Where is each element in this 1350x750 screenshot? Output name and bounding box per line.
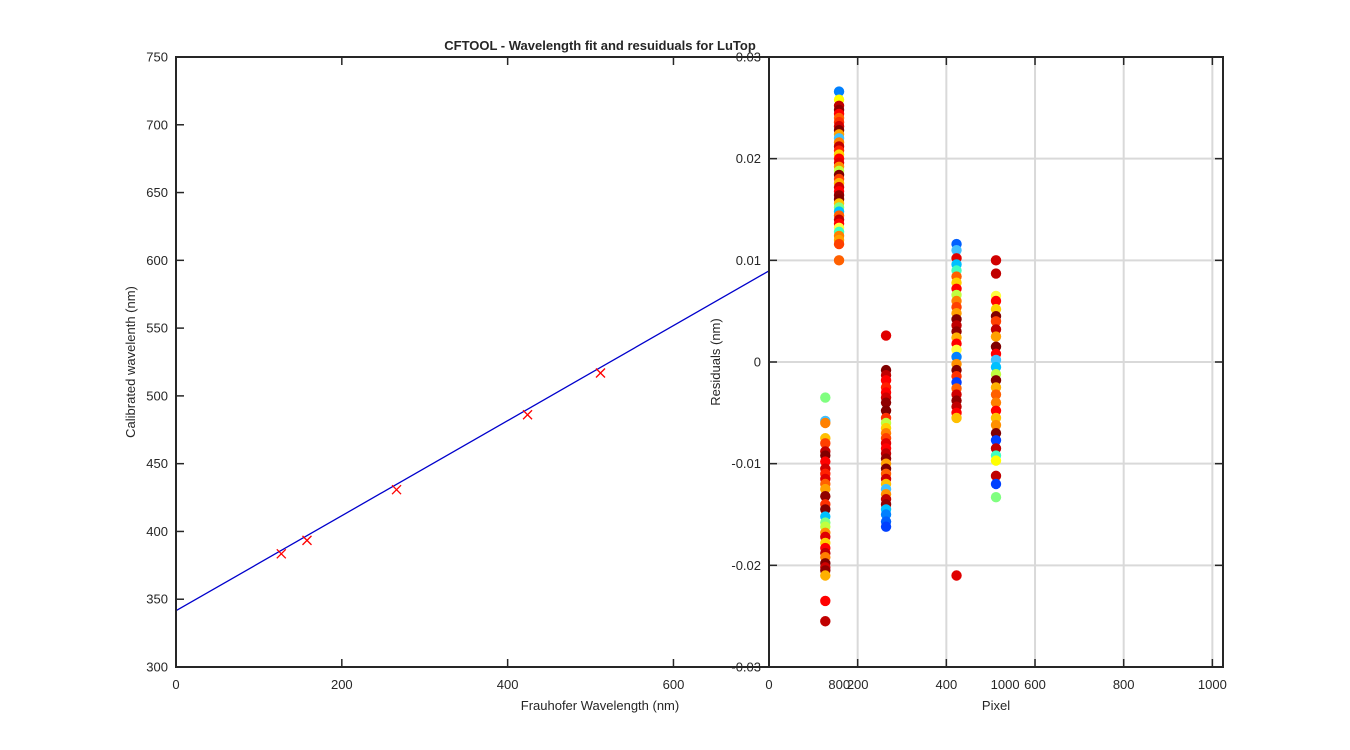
fit-y-tick-label: 600 — [146, 253, 168, 268]
residuals-axes: 0 200 400 600 800 1000 -0.03 -0.02 -0.01 0 0.01 0.0… — [708, 50, 1227, 714]
residual-point — [990, 268, 1002, 279]
residual-point — [990, 405, 1002, 416]
calibration-point-marker — [302, 535, 312, 546]
residuals-y-tick-label: 0.03 — [736, 50, 761, 65]
fit-y-tick-label: 500 — [146, 388, 168, 403]
residual-point — [990, 324, 1002, 335]
residuals-x-tick-label: 0 — [765, 677, 772, 692]
residuals-y-tick-label: 0.02 — [736, 151, 761, 166]
residual-point — [951, 344, 962, 355]
residual-point — [990, 478, 1002, 490]
residual-point — [990, 375, 1002, 386]
residuals-data-layer — [820, 86, 1002, 627]
residual-point — [951, 412, 962, 424]
residual-point — [880, 405, 892, 416]
residual-point — [880, 397, 892, 408]
residual-point — [990, 316, 1002, 327]
residuals-x-axis-label: Pixel — [982, 698, 1010, 713]
fit-x-tick-label: 200 — [331, 677, 353, 692]
residual-point — [990, 427, 1002, 439]
residuals-x-tick-label: 800 — [1113, 677, 1135, 692]
residual-point — [990, 303, 1002, 315]
calibration-point-marker — [276, 548, 287, 559]
residual-point — [990, 397, 1002, 408]
residual-point — [990, 382, 1002, 393]
residual-point — [820, 595, 831, 607]
residual-point — [880, 521, 892, 532]
residual-point — [951, 570, 962, 581]
fit-y-tick-label: 700 — [146, 117, 168, 132]
fit-x-tick-label: 1000 — [991, 677, 1020, 692]
residuals-x-tick-label: 400 — [935, 677, 957, 692]
calibration-point-marker — [595, 368, 606, 378]
calibration-point-marker — [522, 409, 533, 420]
fit-y-axis-label: Calibrated wavelenth (nm) — [123, 286, 138, 438]
fit-y-tick-label: 650 — [146, 185, 168, 200]
residual-point — [990, 331, 1002, 342]
residual-point — [833, 238, 845, 250]
residual-point — [990, 443, 1002, 454]
residuals-x-tick-label: 1000 — [1198, 677, 1227, 692]
residual-point — [820, 392, 831, 403]
residuals-x-tick-label: 200 — [847, 677, 869, 692]
residual-point — [990, 412, 1002, 424]
residuals-y-tick-label: 0.01 — [736, 253, 761, 268]
residual-point — [990, 470, 1002, 482]
residuals-y-tick-label: -0.02 — [731, 558, 761, 573]
residual-point — [833, 86, 845, 97]
fit-chart-title: CFTOOL - Wavelength fit and resuiduals f… — [444, 38, 756, 53]
residual-point — [820, 456, 831, 467]
residual-point — [833, 255, 845, 266]
fit-x-tick-label: 600 — [663, 677, 685, 692]
residual-point — [990, 435, 1002, 446]
residuals-axes-box — [768, 56, 1224, 668]
fit-y-tick-label: 450 — [146, 456, 168, 471]
residual-point — [820, 417, 831, 429]
fit-x-tick-label: 400 — [497, 677, 519, 692]
calibration-point-marker — [391, 484, 402, 495]
fit-y-tick-label: 400 — [146, 524, 168, 539]
residuals-y-tick-label: -0.01 — [731, 456, 761, 471]
fit-y-tick-label: 550 — [146, 321, 168, 336]
residual-point — [820, 616, 831, 627]
residual-point — [880, 330, 892, 341]
residual-point — [880, 509, 892, 520]
residual-point — [990, 361, 1002, 373]
residual-point — [820, 504, 831, 515]
residual-point — [880, 375, 892, 386]
fit-x-axis-label: Frauhofer Wavelength (nm) — [521, 698, 679, 713]
residual-point — [990, 295, 1002, 307]
residuals-x-tick-label: 600 — [1024, 677, 1046, 692]
residual-point — [951, 351, 962, 363]
residual-point — [820, 483, 831, 495]
fit-y-tick-label: 350 — [146, 592, 168, 607]
residual-point — [990, 492, 1002, 503]
residual-point — [820, 570, 831, 581]
residual-point — [990, 455, 1002, 466]
residual-point — [820, 491, 831, 502]
residual-point — [990, 341, 1002, 352]
residuals-y-tick-label: 0 — [754, 355, 761, 370]
residual-point — [820, 438, 831, 449]
residuals-y-axis-label: Residuals (nm) — [708, 318, 723, 405]
fit-y-tick-label: 750 — [146, 50, 168, 65]
fit-y-tick-label: 300 — [146, 660, 168, 675]
residual-point — [990, 354, 1002, 366]
fit-x-tick-label: 0 — [172, 677, 179, 692]
residual-point — [990, 389, 1002, 400]
residual-point — [951, 244, 962, 256]
residual-point — [990, 255, 1002, 266]
residual-point — [990, 419, 1002, 431]
fit-x-tick-label: 800 — [828, 677, 850, 692]
residuals-y-tick-label: -0.03 — [731, 660, 761, 675]
